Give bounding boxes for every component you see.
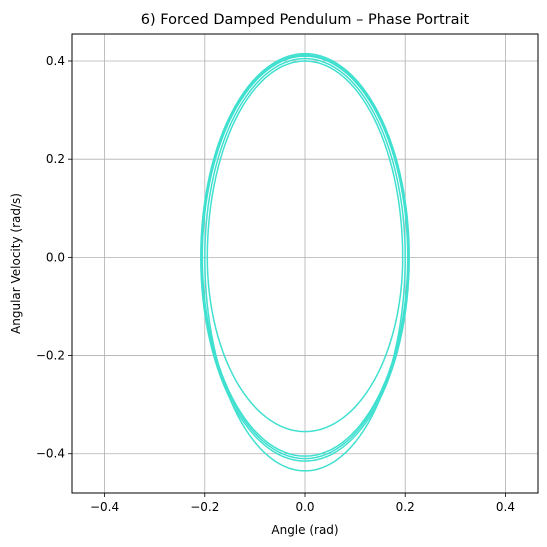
phase-trajectory-loop	[201, 54, 409, 460]
x-tick-label: 0.4	[496, 500, 515, 514]
y-tick-label: −0.4	[36, 447, 65, 461]
y-tick-label: 0.4	[46, 54, 65, 68]
phase-trajectory-loop	[206, 60, 404, 433]
grid	[72, 34, 538, 493]
ticks: −0.4 −0.2 0.0 0.2 0.4 −0.4 −0.2 0.0 0.2 0.4	[36, 54, 515, 514]
chart-title: 6) Forced Damped Pendulum – Phase Portra…	[141, 12, 470, 28]
y-tick-label: 0.0	[46, 250, 65, 264]
x-tick-label: −0.2	[190, 500, 219, 514]
y-tick-label: 0.2	[46, 152, 65, 166]
x-tick-label: 0.2	[396, 500, 415, 514]
y-axis-label: Angular Velocity (rad/s)	[9, 193, 23, 334]
x-tick-label: −0.4	[90, 500, 119, 514]
phase-trajectory-loop	[204, 57, 406, 472]
x-tick-label: 0.0	[295, 500, 314, 514]
x-axis-label: Angle (rad)	[271, 523, 338, 537]
phase-trajectory-loop	[200, 52, 410, 462]
series-group	[200, 52, 410, 472]
y-tick-label: −0.2	[36, 349, 65, 363]
